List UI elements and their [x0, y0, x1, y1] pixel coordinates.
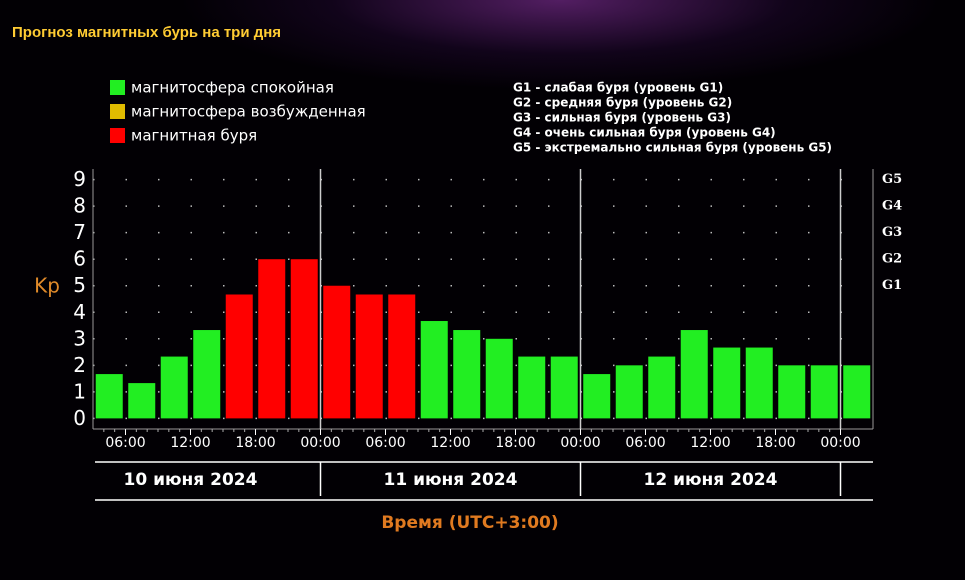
- day-label: 11 июня 2024: [384, 470, 518, 490]
- x-tick-label: 18:00: [235, 435, 275, 451]
- y-tick-label: 2: [73, 353, 86, 377]
- bar: [518, 356, 546, 419]
- bar: [583, 374, 611, 419]
- x-tick-label: 12:00: [170, 435, 210, 451]
- g-legend-item: G4 - очень сильная буря (уровень G4): [513, 126, 776, 140]
- g-legend-item: G2 - средняя буря (уровень G2): [513, 96, 732, 110]
- bar: [453, 330, 481, 419]
- bar: [810, 365, 838, 419]
- x-tick-label: 18:00: [755, 435, 795, 451]
- g-legend-item: G5 - экстремально сильная буря (уровень …: [513, 141, 832, 155]
- bar: [550, 356, 578, 419]
- bar: [225, 294, 253, 419]
- y2-tick-label: G5: [882, 172, 902, 187]
- x-tick-label: 00:00: [820, 435, 860, 451]
- x-tick-label: 12:00: [690, 435, 730, 451]
- bar: [128, 383, 156, 419]
- y2-tick-label: G3: [882, 225, 902, 240]
- bar: [258, 259, 286, 419]
- chart-title: Прогноз магнитных бурь на три дня: [12, 24, 281, 41]
- y2-tick-label: G1: [882, 278, 902, 293]
- bar: [843, 365, 871, 419]
- y-tick-label: 3: [73, 326, 86, 350]
- bar: [290, 259, 318, 419]
- day-label: 12 июня 2024: [644, 470, 778, 490]
- x-axis-label: Время (UTC+3:00): [381, 513, 558, 533]
- legend-swatch: [110, 80, 125, 95]
- y-tick-label: 7: [73, 220, 86, 244]
- bar: [160, 356, 188, 419]
- y2-tick-label: G4: [882, 199, 902, 214]
- bar: [680, 330, 708, 419]
- y2-tick-label: G2: [882, 252, 902, 267]
- x-tick-label: 00:00: [300, 435, 340, 451]
- y-axis-label: Kp: [34, 274, 60, 298]
- legend-label: магнитосфера возбужденная: [131, 103, 366, 121]
- bar: [713, 347, 741, 419]
- x-tick-label: 18:00: [495, 435, 535, 451]
- bar: [778, 365, 806, 419]
- x-tick-label: 12:00: [430, 435, 470, 451]
- bar: [485, 338, 513, 419]
- y-tick-label: 6: [73, 247, 86, 271]
- bar: [323, 285, 351, 419]
- legend-swatch: [110, 128, 125, 143]
- bar: [388, 294, 416, 419]
- x-tick-label: 06:00: [365, 435, 405, 451]
- y-tick-label: 1: [73, 379, 86, 403]
- g-legend-item: G3 - сильная буря (уровень G3): [513, 111, 731, 125]
- bar: [355, 294, 383, 419]
- bar: [648, 356, 676, 419]
- x-tick-label: 06:00: [625, 435, 665, 451]
- bar: [193, 330, 221, 419]
- x-tick-label: 00:00: [560, 435, 600, 451]
- y-tick-label: 5: [73, 273, 86, 297]
- g-legend-item: G1 - слабая буря (уровень G1): [513, 81, 723, 95]
- bar: [95, 374, 123, 419]
- legend-label: магнитосфера спокойная: [131, 79, 334, 97]
- y-tick-label: 8: [73, 194, 86, 218]
- bar: [615, 365, 643, 419]
- y-tick-label: 0: [73, 406, 86, 430]
- bar: [745, 347, 773, 419]
- legend-swatch: [110, 104, 125, 119]
- bar: [420, 321, 448, 419]
- x-tick-label: 06:00: [105, 435, 145, 451]
- legend-label: магнитная буря: [131, 127, 257, 145]
- day-label: 10 июня 2024: [124, 470, 258, 490]
- y-tick-label: 9: [73, 167, 86, 191]
- y-tick-label: 4: [73, 300, 86, 324]
